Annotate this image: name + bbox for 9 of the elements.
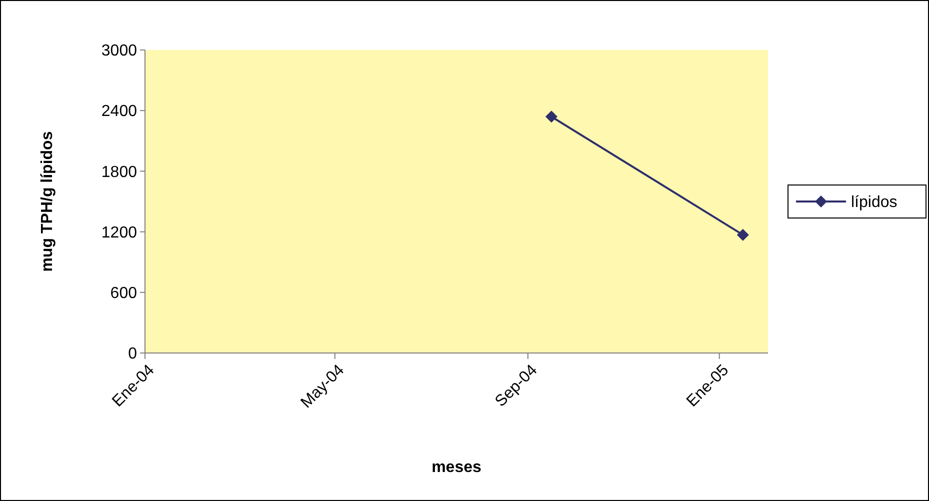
legend-label: lípidos <box>851 194 898 212</box>
y-tick-label: 3000 <box>101 42 138 60</box>
y-tick-label: 0 <box>128 346 138 363</box>
x-axis-title: meses <box>432 459 482 476</box>
y-tick-label: 2400 <box>101 103 138 120</box>
y-tick-label: 1200 <box>101 224 138 242</box>
y-tick-label: 600 <box>110 285 138 302</box>
y-axis-title: mug TPH/g lípidos <box>39 131 56 272</box>
y-tick-label: 1800 <box>101 164 138 181</box>
